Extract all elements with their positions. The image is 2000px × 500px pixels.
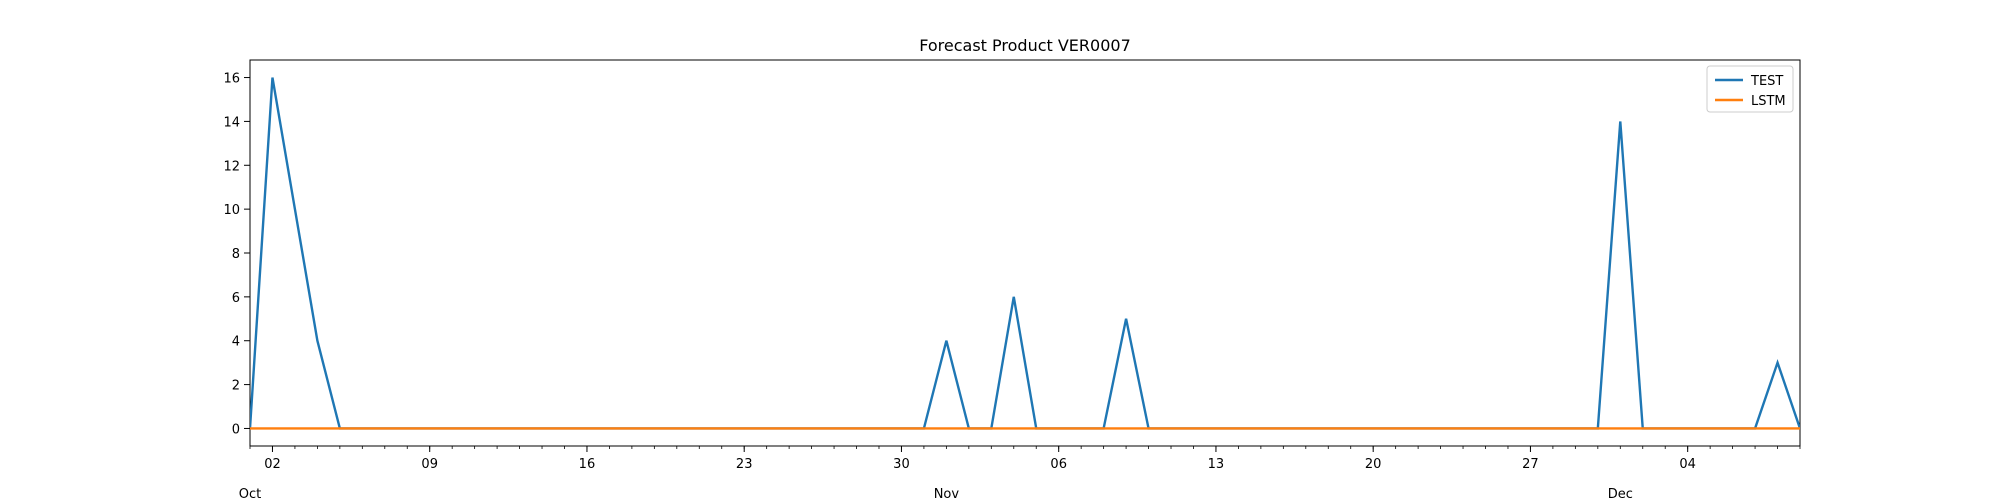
y-tick-label: 12 [223,159,240,174]
y-tick-label: 2 [232,379,240,394]
x-tick-label: 02 [264,457,281,472]
x-month-label: Oct [239,487,261,500]
chart-title: Forecast Product VER0007 [919,36,1131,55]
x-tick-label: 16 [579,457,596,472]
y-tick-label: 0 [232,422,240,437]
y-tick-label: 4 [232,335,240,350]
x-tick-label: 06 [1050,457,1067,472]
y-tick-label: 14 [223,115,240,130]
legend-label-test: TEST [1750,74,1783,89]
x-tick-label: 20 [1365,457,1382,472]
x-tick-label: 23 [736,457,753,472]
plot-frame [249,59,1801,447]
y-tick-label: 10 [223,203,240,218]
x-tick-label: 09 [421,457,438,472]
x-tick-label: 13 [1208,457,1225,472]
legend-label-lstm: LSTM [1751,94,1786,109]
y-tick-label: 6 [232,291,240,306]
x-tick-label: 27 [1522,457,1539,472]
x-month-label: Dec [1608,487,1633,500]
y-tick-label: 8 [232,247,240,262]
legend: TEST LSTM [1706,65,1794,113]
x-tick-label: 04 [1679,457,1696,472]
y-tick-label: 16 [223,72,240,87]
x-tick-label: 30 [893,457,910,472]
x-month-label: Nov [934,487,960,500]
series-line-test [250,77,1800,430]
